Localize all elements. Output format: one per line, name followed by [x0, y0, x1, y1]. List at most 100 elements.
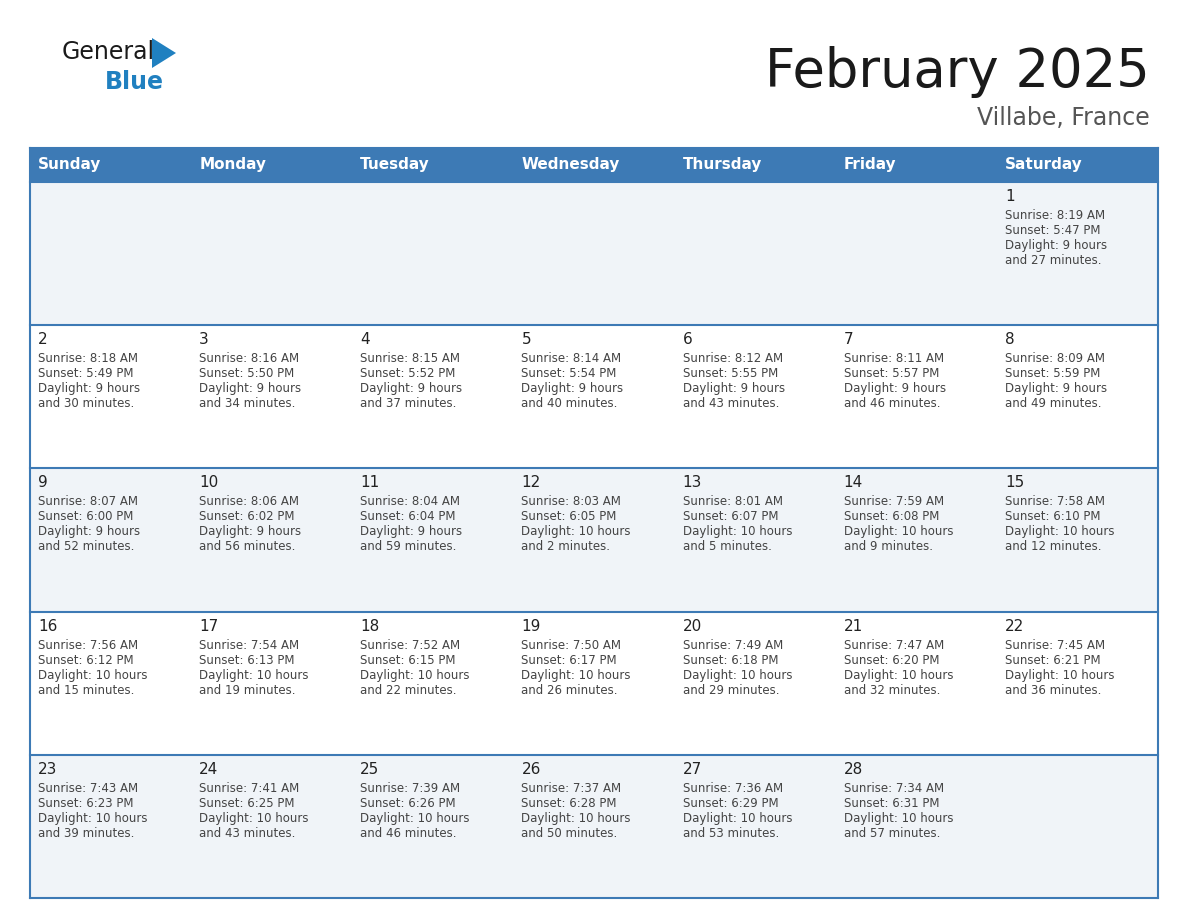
Text: Sunset: 6:00 PM: Sunset: 6:00 PM — [38, 510, 133, 523]
Text: Daylight: 9 hours: Daylight: 9 hours — [360, 525, 462, 538]
Text: 6: 6 — [683, 332, 693, 347]
Text: Daylight: 10 hours: Daylight: 10 hours — [200, 668, 309, 681]
Text: 26: 26 — [522, 762, 541, 777]
Text: 22: 22 — [1005, 619, 1024, 633]
Text: 8: 8 — [1005, 332, 1015, 347]
Text: Daylight: 9 hours: Daylight: 9 hours — [1005, 382, 1107, 396]
Bar — [30, 148, 1158, 182]
Text: Sunrise: 7:37 AM: Sunrise: 7:37 AM — [522, 782, 621, 795]
Text: Tuesday: Tuesday — [360, 158, 430, 173]
Text: Sunset: 5:59 PM: Sunset: 5:59 PM — [1005, 367, 1100, 380]
Text: and 46 minutes.: and 46 minutes. — [360, 827, 456, 840]
Text: Sunset: 6:31 PM: Sunset: 6:31 PM — [843, 797, 940, 810]
Text: Daylight: 10 hours: Daylight: 10 hours — [522, 525, 631, 538]
Text: Daylight: 10 hours: Daylight: 10 hours — [522, 668, 631, 681]
Text: Sunset: 6:04 PM: Sunset: 6:04 PM — [360, 510, 456, 523]
Text: Sunrise: 7:43 AM: Sunrise: 7:43 AM — [38, 782, 138, 795]
Text: and 37 minutes.: and 37 minutes. — [360, 397, 456, 410]
Text: February 2025: February 2025 — [765, 46, 1150, 98]
Text: Sunset: 6:10 PM: Sunset: 6:10 PM — [1005, 510, 1100, 523]
Text: 14: 14 — [843, 476, 862, 490]
Text: and 43 minutes.: and 43 minutes. — [683, 397, 779, 410]
Text: and 30 minutes.: and 30 minutes. — [38, 397, 134, 410]
Text: 9: 9 — [38, 476, 48, 490]
Text: Sunrise: 7:56 AM: Sunrise: 7:56 AM — [38, 639, 138, 652]
Text: and 15 minutes.: and 15 minutes. — [38, 684, 134, 697]
Text: Daylight: 10 hours: Daylight: 10 hours — [38, 812, 147, 824]
Text: and 22 minutes.: and 22 minutes. — [360, 684, 456, 697]
Text: and 40 minutes.: and 40 minutes. — [522, 397, 618, 410]
Text: Sunset: 6:15 PM: Sunset: 6:15 PM — [360, 654, 456, 666]
Text: 12: 12 — [522, 476, 541, 490]
Text: Daylight: 10 hours: Daylight: 10 hours — [1005, 668, 1114, 681]
Text: 3: 3 — [200, 332, 209, 347]
Text: Villabe, France: Villabe, France — [978, 106, 1150, 130]
Text: Blue: Blue — [105, 70, 164, 94]
Text: and 2 minutes.: and 2 minutes. — [522, 541, 611, 554]
Text: Sunset: 6:23 PM: Sunset: 6:23 PM — [38, 797, 133, 810]
Text: and 49 minutes.: and 49 minutes. — [1005, 397, 1101, 410]
Text: Sunrise: 7:39 AM: Sunrise: 7:39 AM — [360, 782, 461, 795]
Text: Sunrise: 8:16 AM: Sunrise: 8:16 AM — [200, 353, 299, 365]
Text: Sunrise: 8:11 AM: Sunrise: 8:11 AM — [843, 353, 943, 365]
Text: and 5 minutes.: and 5 minutes. — [683, 541, 771, 554]
Text: Sunset: 6:26 PM: Sunset: 6:26 PM — [360, 797, 456, 810]
Text: Sunset: 5:52 PM: Sunset: 5:52 PM — [360, 367, 456, 380]
Text: Daylight: 9 hours: Daylight: 9 hours — [200, 525, 302, 538]
Bar — [30, 468, 1158, 611]
Text: 20: 20 — [683, 619, 702, 633]
Text: 4: 4 — [360, 332, 369, 347]
Text: Sunrise: 7:50 AM: Sunrise: 7:50 AM — [522, 639, 621, 652]
Text: and 46 minutes.: and 46 minutes. — [843, 397, 940, 410]
Text: Sunrise: 7:34 AM: Sunrise: 7:34 AM — [843, 782, 943, 795]
Text: Sunrise: 7:45 AM: Sunrise: 7:45 AM — [1005, 639, 1105, 652]
Text: 28: 28 — [843, 762, 862, 777]
Text: 19: 19 — [522, 619, 541, 633]
Text: 10: 10 — [200, 476, 219, 490]
Text: Sunset: 5:47 PM: Sunset: 5:47 PM — [1005, 224, 1100, 237]
Text: Daylight: 10 hours: Daylight: 10 hours — [522, 812, 631, 824]
Text: 21: 21 — [843, 619, 862, 633]
Text: 7: 7 — [843, 332, 853, 347]
Bar — [30, 611, 1158, 755]
Text: and 57 minutes.: and 57 minutes. — [843, 827, 940, 840]
Text: Daylight: 9 hours: Daylight: 9 hours — [1005, 239, 1107, 252]
Text: Sunset: 6:28 PM: Sunset: 6:28 PM — [522, 797, 617, 810]
Text: Sunset: 5:50 PM: Sunset: 5:50 PM — [200, 367, 295, 380]
Text: and 39 minutes.: and 39 minutes. — [38, 827, 134, 840]
Text: Daylight: 9 hours: Daylight: 9 hours — [683, 382, 785, 396]
Text: Daylight: 10 hours: Daylight: 10 hours — [843, 812, 953, 824]
Text: Sunset: 6:29 PM: Sunset: 6:29 PM — [683, 797, 778, 810]
Text: and 59 minutes.: and 59 minutes. — [360, 541, 456, 554]
Text: Sunset: 6:25 PM: Sunset: 6:25 PM — [200, 797, 295, 810]
Text: Sunset: 5:54 PM: Sunset: 5:54 PM — [522, 367, 617, 380]
Text: Daylight: 10 hours: Daylight: 10 hours — [200, 812, 309, 824]
Text: Sunset: 6:17 PM: Sunset: 6:17 PM — [522, 654, 617, 666]
Text: 16: 16 — [38, 619, 57, 633]
Text: Daylight: 9 hours: Daylight: 9 hours — [843, 382, 946, 396]
Text: Daylight: 9 hours: Daylight: 9 hours — [38, 382, 140, 396]
Text: 2: 2 — [38, 332, 48, 347]
Text: Daylight: 10 hours: Daylight: 10 hours — [38, 668, 147, 681]
Polygon shape — [152, 38, 176, 68]
Text: and 26 minutes.: and 26 minutes. — [522, 684, 618, 697]
Text: 5: 5 — [522, 332, 531, 347]
Text: 1: 1 — [1005, 189, 1015, 204]
Text: Saturday: Saturday — [1005, 158, 1082, 173]
Text: 18: 18 — [360, 619, 379, 633]
Text: Daylight: 9 hours: Daylight: 9 hours — [200, 382, 302, 396]
Text: 25: 25 — [360, 762, 379, 777]
Bar — [30, 182, 1158, 325]
Text: Sunrise: 8:06 AM: Sunrise: 8:06 AM — [200, 496, 299, 509]
Text: Sunrise: 8:14 AM: Sunrise: 8:14 AM — [522, 353, 621, 365]
Text: and 52 minutes.: and 52 minutes. — [38, 541, 134, 554]
Text: Sunset: 6:21 PM: Sunset: 6:21 PM — [1005, 654, 1100, 666]
Text: Daylight: 10 hours: Daylight: 10 hours — [843, 668, 953, 681]
Text: Sunrise: 8:03 AM: Sunrise: 8:03 AM — [522, 496, 621, 509]
Text: and 53 minutes.: and 53 minutes. — [683, 827, 779, 840]
Text: Sunset: 6:08 PM: Sunset: 6:08 PM — [843, 510, 939, 523]
Text: Sunrise: 8:12 AM: Sunrise: 8:12 AM — [683, 353, 783, 365]
Text: 23: 23 — [38, 762, 57, 777]
Text: Sunset: 6:02 PM: Sunset: 6:02 PM — [200, 510, 295, 523]
Text: Sunrise: 7:41 AM: Sunrise: 7:41 AM — [200, 782, 299, 795]
